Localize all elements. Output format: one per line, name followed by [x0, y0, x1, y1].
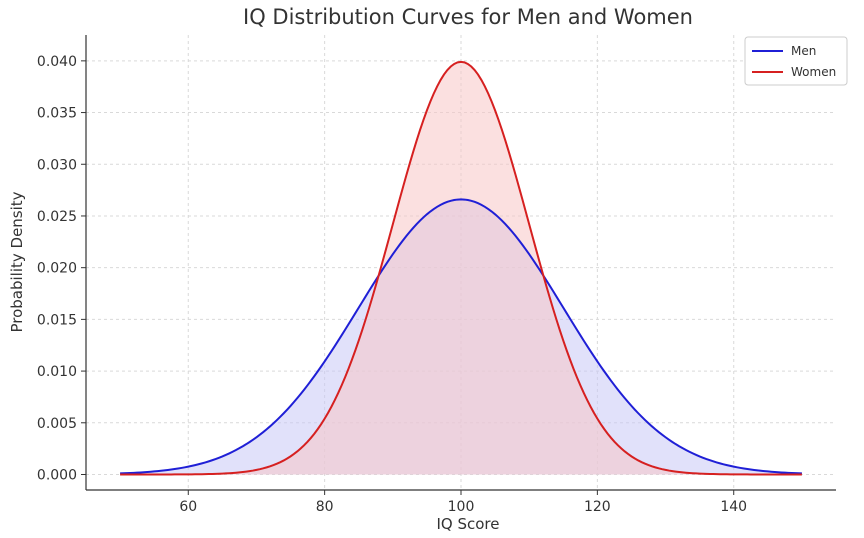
x-tick-label: 120: [584, 499, 611, 515]
area-fill-women: [120, 61, 802, 475]
y-tick-label: 0.025: [37, 209, 77, 225]
y-tick-label: 0.010: [37, 364, 77, 380]
legend-label-women: Women: [791, 65, 836, 79]
x-tick-label: 140: [720, 499, 747, 515]
y-tick-label: 0.000: [37, 467, 77, 483]
y-axis-label: Probability Density: [8, 191, 26, 332]
y-tick-label: 0.020: [37, 261, 77, 277]
x-tick-label: 100: [448, 499, 475, 515]
x-tick-label: 80: [316, 499, 334, 515]
x-axis-label: IQ Score: [436, 515, 499, 533]
series-layer: [120, 60, 802, 476]
legend-label-men: Men: [791, 44, 816, 58]
legend: Men Women: [744, 36, 848, 86]
y-tick-label: 0.035: [37, 106, 77, 122]
y-tick-label: 0.040: [37, 54, 77, 70]
y-tick-label: 0.030: [37, 157, 77, 173]
chart-title: IQ Distribution Curves for Men and Women: [243, 5, 693, 29]
series-line-women: [120, 60, 802, 476]
y-tick-label: 0.005: [37, 416, 77, 432]
x-tick-label: 60: [179, 499, 197, 515]
series-line-men: [120, 198, 802, 475]
y-tick-label: 0.015: [37, 312, 77, 328]
ticks: 60 80 100 120 140 0.000 0.005 0.010 0.015 0.020 0.…: [37, 54, 747, 515]
